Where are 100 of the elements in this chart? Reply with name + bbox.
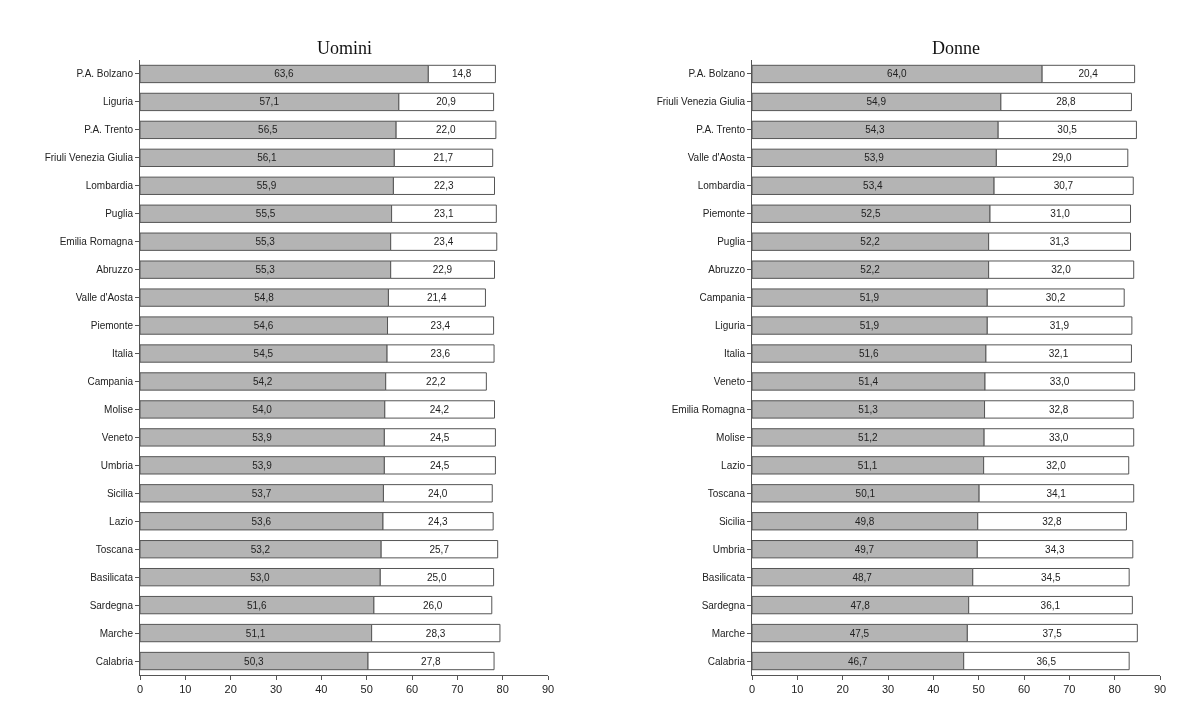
- y-tick-label: Emilia Romagna: [59, 236, 134, 248]
- data-label: 24,5: [429, 459, 450, 471]
- y-tick-label: Sicilia: [106, 487, 134, 499]
- data-label: 31,9: [1049, 320, 1070, 332]
- y-tick-label: Umbria: [100, 459, 134, 471]
- y-tick-label: Italia: [723, 348, 746, 360]
- x-tick-label: 40: [315, 683, 328, 696]
- data-label: 51,6: [859, 348, 879, 360]
- y-tick-label: Calabria: [707, 655, 746, 667]
- y-tick-label: Sardegna: [701, 599, 746, 611]
- data-label: 24,0: [427, 487, 448, 499]
- y-tick-label: Piemonte: [90, 320, 134, 332]
- y-tick-label: P.A. Trento: [696, 124, 746, 136]
- data-label: 26,0: [422, 599, 443, 611]
- data-label: 21,4: [426, 292, 447, 304]
- data-label: 31,3: [1049, 236, 1070, 248]
- data-label: 51,9: [859, 320, 880, 332]
- y-tick-label: Sicilia: [718, 515, 746, 527]
- y-tick-label: Friuli Venezia Giulia: [656, 96, 746, 108]
- data-label: 22,0: [436, 124, 456, 136]
- data-label: 24,3: [428, 515, 449, 527]
- y-tick-label: Abruzzo: [96, 264, 134, 276]
- x-tick-label: 60: [1017, 683, 1031, 696]
- data-label: 32,1: [1048, 348, 1069, 360]
- data-label: 47,8: [850, 599, 871, 611]
- y-tick-label: Molise: [716, 431, 746, 443]
- chart-title: Uomini: [317, 38, 373, 58]
- data-label: 24,5: [429, 431, 450, 443]
- x-tick-label: 30: [269, 683, 283, 696]
- data-label: 56,1: [257, 152, 278, 164]
- data-label: 54,0: [252, 403, 273, 415]
- data-label: 36,1: [1040, 599, 1061, 611]
- y-tick-label: P.A. Bolzano: [76, 68, 134, 80]
- y-tick-label: Italia: [111, 348, 134, 360]
- x-tick-label: 0: [136, 683, 144, 696]
- y-tick-label: Friuli Venezia Giulia: [44, 152, 134, 164]
- y-tick-label: P.A. Trento: [84, 124, 134, 136]
- x-tick-label: 10: [179, 683, 192, 696]
- y-tick-label: Valle d'Aosta: [75, 292, 134, 304]
- x-tick-label: 10: [791, 683, 804, 696]
- data-label: 54,8: [254, 292, 275, 304]
- data-label: 51,3: [858, 403, 879, 415]
- data-label: 22,2: [426, 375, 446, 387]
- x-tick-label: 90: [541, 683, 555, 696]
- y-tick-label: Piemonte: [702, 208, 746, 220]
- y-tick-label: Molise: [104, 403, 134, 415]
- data-label: 55,5: [255, 208, 276, 220]
- data-label: 30,2: [1045, 292, 1066, 304]
- data-label: 53,7: [251, 487, 272, 499]
- x-tick-label: 50: [360, 683, 373, 696]
- x-tick-label: 80: [1108, 683, 1121, 696]
- y-tick-label: Puglia: [105, 208, 134, 220]
- data-label: 31,0: [1050, 208, 1071, 220]
- data-label: 53,9: [252, 459, 273, 471]
- data-label: 24,2: [429, 403, 450, 415]
- data-label: 48,7: [852, 571, 873, 583]
- y-tick-label: Sardegna: [89, 599, 134, 611]
- data-label: 54,3: [865, 124, 886, 136]
- y-tick-label: P.A. Bolzano: [688, 68, 746, 80]
- data-label: 53,9: [864, 152, 885, 164]
- data-label: 32,0: [1046, 459, 1067, 471]
- data-label: 23,4: [430, 320, 451, 332]
- data-label: 54,9: [866, 96, 887, 108]
- data-label: 54,2: [252, 375, 273, 387]
- data-label: 52,5: [861, 208, 881, 220]
- data-label: 53,2: [250, 543, 271, 555]
- y-tick-label: Calabria: [95, 655, 134, 667]
- data-label: 37,5: [1042, 627, 1063, 639]
- data-label: 28,8: [1056, 96, 1077, 108]
- data-label: 55,3: [255, 236, 276, 248]
- y-tick-label: Veneto: [713, 375, 746, 387]
- x-tick-label: 20: [224, 683, 237, 696]
- data-label: 55,3: [255, 264, 276, 276]
- data-label: 46,7: [847, 655, 868, 667]
- data-label: 36,5: [1036, 655, 1057, 667]
- data-label: 34,1: [1046, 487, 1067, 499]
- data-label: 23,1: [434, 208, 454, 220]
- data-label: 32,0: [1051, 264, 1072, 276]
- data-label: 51,2: [858, 431, 879, 443]
- y-tick-label: Campania: [699, 292, 746, 304]
- data-label: 28,3: [425, 627, 446, 639]
- data-label: 50,1: [855, 487, 876, 499]
- x-tick-label: 20: [836, 683, 849, 696]
- data-label: 54,5: [253, 348, 274, 360]
- data-label: 53,4: [863, 180, 883, 192]
- x-tick-label: 70: [1063, 683, 1076, 696]
- data-label: 51,9: [859, 292, 880, 304]
- data-label: 34,3: [1045, 543, 1066, 555]
- data-label: 32,8: [1042, 515, 1063, 527]
- y-tick-label: Puglia: [717, 236, 746, 248]
- data-label: 21,7: [433, 152, 454, 164]
- data-label: 33,0: [1048, 431, 1069, 443]
- data-label: 53,0: [250, 571, 271, 583]
- data-label: 51,6: [247, 599, 267, 611]
- data-label: 63,6: [274, 68, 295, 80]
- data-label: 52,2: [860, 264, 881, 276]
- data-label: 25,0: [426, 571, 447, 583]
- x-tick-label: 40: [927, 683, 940, 696]
- y-tick-label: Lazio: [109, 515, 134, 527]
- data-label: 55,9: [256, 180, 277, 192]
